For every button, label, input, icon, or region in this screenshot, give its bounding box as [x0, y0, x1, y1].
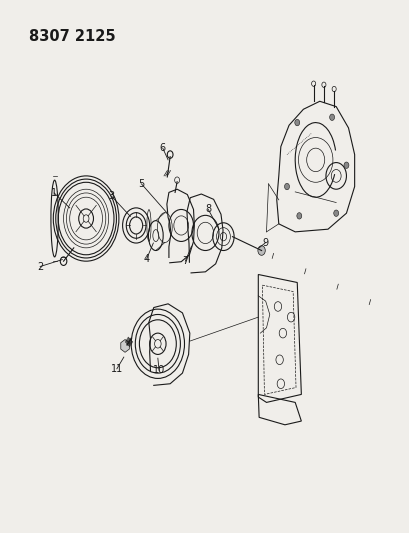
Polygon shape [121, 340, 129, 352]
Text: 6: 6 [160, 143, 165, 153]
Text: 2: 2 [37, 262, 43, 271]
Text: 4: 4 [144, 254, 149, 263]
Text: 8307 2125: 8307 2125 [29, 29, 115, 44]
Text: 9: 9 [262, 238, 268, 247]
Text: 7: 7 [182, 256, 188, 266]
Circle shape [284, 183, 289, 190]
Text: 5: 5 [138, 179, 144, 189]
Circle shape [329, 114, 334, 120]
Circle shape [294, 119, 299, 126]
Text: 11: 11 [110, 364, 123, 374]
Circle shape [343, 162, 348, 168]
Text: 10: 10 [153, 366, 165, 375]
Circle shape [257, 246, 265, 255]
Circle shape [333, 210, 338, 216]
Circle shape [296, 213, 301, 219]
Text: 1: 1 [51, 188, 57, 198]
Text: 8: 8 [205, 205, 211, 214]
Text: 3: 3 [108, 191, 114, 201]
